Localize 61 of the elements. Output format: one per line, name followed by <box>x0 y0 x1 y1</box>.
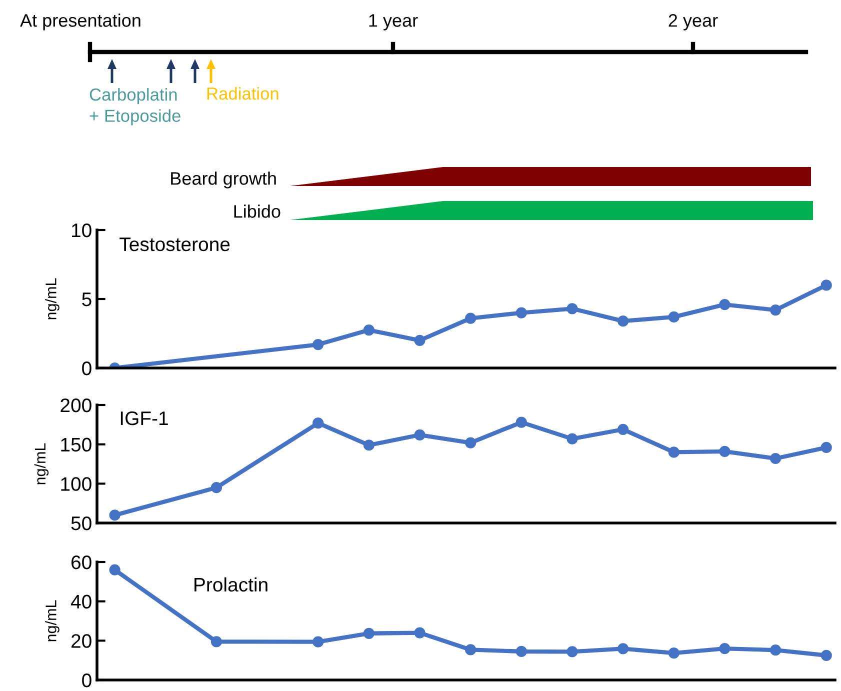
point <box>465 312 476 324</box>
text: Beard growth <box>171 172 276 188</box>
point <box>414 627 426 638</box>
chart-title: IGF-1 <box>120 411 168 426</box>
y-axis-title: ng/mL <box>34 443 49 484</box>
point <box>566 646 578 658</box>
point <box>363 324 374 336</box>
point <box>414 429 426 440</box>
point <box>516 307 527 318</box>
text: 2 year <box>668 14 718 30</box>
point <box>109 564 120 576</box>
y-axis-title: ng/mL <box>45 600 60 642</box>
point <box>109 510 120 521</box>
point <box>668 648 680 659</box>
point <box>210 482 222 494</box>
y-tick-label: 150 <box>61 438 92 452</box>
point <box>820 280 832 291</box>
y-tick-label: 100 <box>61 477 92 491</box>
text: At presentation <box>20 14 140 30</box>
y-tick-label: 0 <box>82 361 92 376</box>
y-axis-title: ng/mL <box>45 278 60 320</box>
point <box>363 440 374 451</box>
point <box>312 636 324 648</box>
point <box>516 646 527 658</box>
point <box>363 628 374 639</box>
point <box>719 446 730 457</box>
point <box>770 304 782 316</box>
point <box>820 650 832 661</box>
y-tick-label: 20 <box>71 634 92 648</box>
chart-title: Testosterone <box>120 238 230 252</box>
point <box>414 334 426 346</box>
text: Carboplatin + Etoposide <box>90 88 180 126</box>
point <box>719 298 730 310</box>
y-tick-label: 10 <box>72 223 92 238</box>
text: 1 year <box>369 14 418 30</box>
point <box>820 442 832 454</box>
point <box>618 424 629 435</box>
point <box>566 433 578 444</box>
y-tick-label: 60 <box>72 555 92 570</box>
point <box>618 643 629 654</box>
y-tick-label: 5 <box>82 292 92 306</box>
point <box>566 303 578 314</box>
point <box>465 437 476 448</box>
y-tick-label: 0 <box>82 673 92 688</box>
y-tick-label: 200 <box>60 398 92 412</box>
point <box>312 418 324 429</box>
text: Prolactin <box>194 577 268 592</box>
point <box>516 416 527 428</box>
point <box>312 338 324 350</box>
point <box>618 316 629 327</box>
point <box>668 446 680 458</box>
point <box>770 644 782 656</box>
point <box>770 452 782 464</box>
text: Libido <box>234 204 280 218</box>
y-tick-label: 50 <box>71 516 92 530</box>
point <box>465 644 476 656</box>
text: Radiation <box>207 87 278 100</box>
point <box>210 636 222 648</box>
y-tick-label: 40 <box>70 594 92 609</box>
point <box>719 642 730 654</box>
point <box>668 311 680 322</box>
